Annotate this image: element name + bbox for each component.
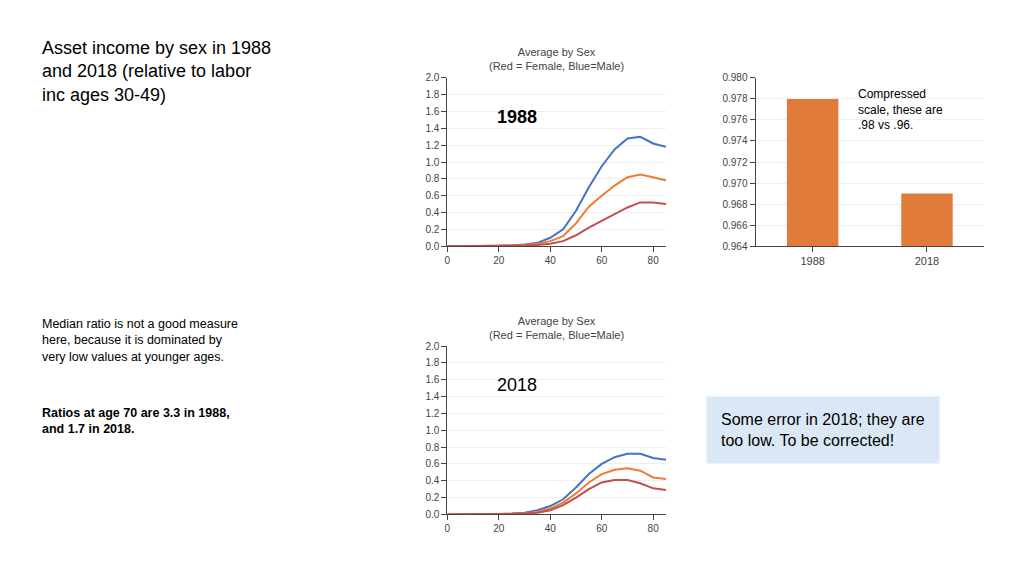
svg-text:0.2: 0.2 bbox=[425, 492, 439, 503]
svg-text:2018: 2018 bbox=[497, 375, 537, 395]
svg-text:80: 80 bbox=[648, 255, 660, 266]
svg-text:Ratios at age 70 are 3.3 in 19: Ratios at age 70 are 3.3 in 1988,and 1.7… bbox=[42, 406, 230, 436]
svg-text:1.0: 1.0 bbox=[425, 425, 439, 436]
svg-text:20: 20 bbox=[493, 523, 505, 534]
svg-text:1.4: 1.4 bbox=[425, 391, 439, 402]
svg-text:0.6: 0.6 bbox=[425, 190, 439, 201]
svg-text:1.8: 1.8 bbox=[425, 89, 439, 100]
svg-text:40: 40 bbox=[545, 523, 557, 534]
svg-text:0.980: 0.980 bbox=[722, 72, 747, 83]
svg-text:0: 0 bbox=[445, 523, 451, 534]
svg-text:40: 40 bbox=[545, 255, 557, 266]
svg-text:1988: 1988 bbox=[800, 255, 824, 267]
svg-text:0.970: 0.970 bbox=[722, 178, 747, 189]
svg-text:1.6: 1.6 bbox=[425, 106, 439, 117]
svg-text:0.2: 0.2 bbox=[425, 224, 439, 235]
svg-text:1.8: 1.8 bbox=[425, 357, 439, 368]
svg-text:60: 60 bbox=[596, 523, 608, 534]
svg-text:0.8: 0.8 bbox=[425, 173, 439, 184]
svg-text:1.6: 1.6 bbox=[425, 374, 439, 385]
svg-text:0.972: 0.972 bbox=[722, 157, 747, 168]
svg-text:2018: 2018 bbox=[915, 255, 939, 267]
svg-text:0: 0 bbox=[445, 255, 451, 266]
svg-text:0.8: 0.8 bbox=[425, 442, 439, 453]
svg-text:Compressedscale, these are.98: Compressedscale, these are.98 vs .96. bbox=[858, 87, 943, 132]
svg-text:0.0: 0.0 bbox=[425, 509, 439, 520]
svg-text:0.6: 0.6 bbox=[425, 458, 439, 469]
svg-text:0.974: 0.974 bbox=[722, 135, 747, 146]
svg-text:0.976: 0.976 bbox=[722, 114, 747, 125]
svg-text:Median ratio is not a good mea: Median ratio is not a good measurehere, … bbox=[42, 317, 238, 364]
svg-text:Average by Sex(Red = Female, B: Average by Sex(Red = Female, Blue=Male) bbox=[489, 315, 624, 341]
svg-text:80: 80 bbox=[648, 523, 660, 534]
svg-text:0.964: 0.964 bbox=[722, 241, 747, 252]
svg-text:Some error in 2018; they areto: Some error in 2018; they aretoo low. To … bbox=[721, 411, 925, 449]
svg-text:1.0: 1.0 bbox=[425, 157, 439, 168]
svg-text:1.4: 1.4 bbox=[425, 123, 439, 134]
svg-text:20: 20 bbox=[493, 255, 505, 266]
svg-text:0.968: 0.968 bbox=[722, 199, 747, 210]
svg-text:2.0: 2.0 bbox=[425, 72, 439, 83]
svg-text:1.2: 1.2 bbox=[425, 408, 439, 419]
svg-text:Average by Sex(Red = Female, B: Average by Sex(Red = Female, Blue=Male) bbox=[489, 46, 624, 72]
svg-text:0.4: 0.4 bbox=[425, 207, 439, 218]
svg-text:0.978: 0.978 bbox=[722, 93, 747, 104]
svg-text:0.4: 0.4 bbox=[425, 475, 439, 486]
svg-text:0.966: 0.966 bbox=[722, 220, 747, 231]
svg-text:2.0: 2.0 bbox=[425, 341, 439, 352]
svg-text:60: 60 bbox=[596, 255, 608, 266]
svg-text:Asset income by sex in 1988and: Asset income by sex in 1988and 2018 (rel… bbox=[42, 38, 271, 105]
svg-text:1988: 1988 bbox=[497, 107, 537, 127]
svg-text:0.0: 0.0 bbox=[425, 241, 439, 252]
svg-text:1.2: 1.2 bbox=[425, 140, 439, 151]
